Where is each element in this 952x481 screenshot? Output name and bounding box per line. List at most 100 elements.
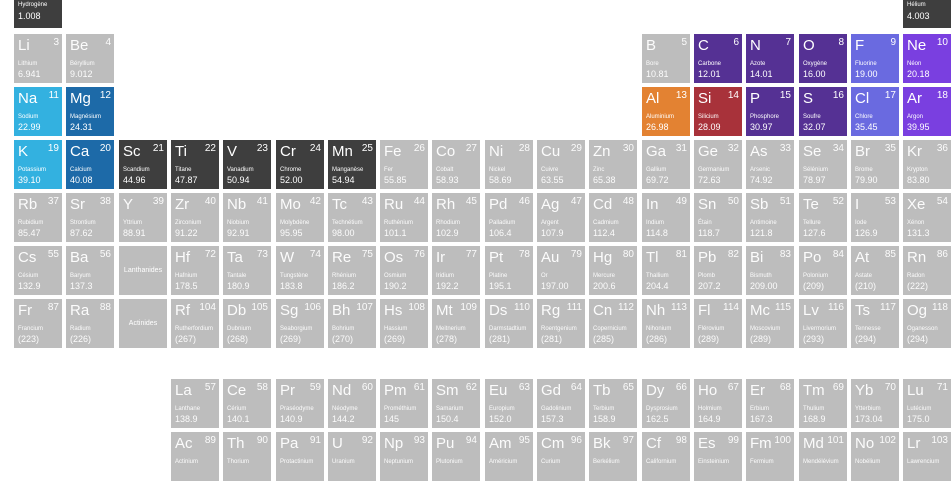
element-cell-lv[interactable]: Lv 116 Livermorium (293)	[799, 299, 847, 348]
element-cell-cu[interactable]: Cu 29 Cuivre 63.55	[537, 140, 585, 189]
element-cell-ge[interactable]: Ge 32 Germanium 72.63	[694, 140, 742, 189]
element-cell-ga[interactable]: Ga 31 Gallium 69.72	[642, 140, 690, 189]
element-cell-tl[interactable]: Tl 81 Thallium 204.4	[642, 246, 690, 295]
element-cell-bk[interactable]: Bk 97 Berkélium	[589, 432, 637, 481]
element-cell-ts[interactable]: Ts 117 Tennesse (294)	[851, 299, 899, 348]
element-cell-sn[interactable]: Sn 50 Étain 118.7	[694, 193, 742, 242]
element-cell-fe[interactable]: Fe 26 Fer 55.85	[380, 140, 428, 189]
element-cell-bi[interactable]: Bi 83 Bismuth 209.00	[746, 246, 794, 295]
element-cell-pu[interactable]: Pu 94 Plutonium	[432, 432, 480, 481]
element-cell-cs[interactable]: Cs 55 Césium 132.9	[14, 246, 62, 295]
element-cell-np[interactable]: Np 93 Neptunium	[380, 432, 428, 481]
element-cell-s[interactable]: S 16 Soufre 32.07	[799, 87, 847, 136]
element-cell-md[interactable]: Md 101 Mendélévium	[799, 432, 847, 481]
element-cell-mn[interactable]: Mn 25 Manganèse 54.94	[328, 140, 376, 189]
element-cell-se[interactable]: Se 34 Sélénium 78.97	[799, 140, 847, 189]
element-cell-li[interactable]: Li 3 Lithium 6.941	[14, 34, 62, 83]
series-placeholder-lanthanides[interactable]: Lanthanides	[119, 246, 167, 295]
element-cell-am[interactable]: Am 95 Américium	[485, 432, 533, 481]
element-cell-mc[interactable]: Mc 115 Moscovium (289)	[746, 299, 794, 348]
element-cell-fr[interactable]: Fr 87 Francium (223)	[14, 299, 62, 348]
element-cell-pd[interactable]: Pd 46 Palladium 106.4	[485, 193, 533, 242]
element-cell-cf[interactable]: Cf 98 Californium	[642, 432, 690, 481]
element-cell-cd[interactable]: Cd 48 Cadmium 112.4	[589, 193, 637, 242]
element-cell-mo[interactable]: Mo 42 Molybdène 95.95	[276, 193, 324, 242]
element-cell-pt[interactable]: Pt 78 Platine 195.1	[485, 246, 533, 295]
element-cell-og[interactable]: Og 118 Oganesson (294)	[903, 299, 951, 348]
element-cell-xe[interactable]: Xe 54 Xénon 131.3	[903, 193, 951, 242]
element-cell-p[interactable]: P 15 Phosphore 30.97	[746, 87, 794, 136]
element-cell-w[interactable]: W 74 Tungstène 183.8	[276, 246, 324, 295]
element-cell-lu[interactable]: Lu 71 Lutécium 175.0	[903, 379, 951, 428]
element-cell-ds[interactable]: Ds 110 Darmstadtium (281)	[485, 299, 533, 348]
element-cell-sr[interactable]: Sr 38 Strontium 87.62	[66, 193, 114, 242]
element-cell-sb[interactable]: Sb 51 Antimoine 121.8	[746, 193, 794, 242]
element-cell-o[interactable]: O 8 Oxygène 16.00	[799, 34, 847, 83]
element-cell-fl[interactable]: Fl 114 Flérovium (289)	[694, 299, 742, 348]
element-cell-fm[interactable]: Fm 100 Fermium	[746, 432, 794, 481]
element-cell-yb[interactable]: Yb 70 Ytterbium 173.04	[851, 379, 899, 428]
element-cell-ni[interactable]: Ni 28 Nickel 58.69	[485, 140, 533, 189]
element-cell-dy[interactable]: Dy 66 Dysprosium 162.5	[642, 379, 690, 428]
element-cell-f[interactable]: F 9 Fluorine 19.00	[851, 34, 899, 83]
element-cell-c[interactable]: C 6 Carbone 12.01	[694, 34, 742, 83]
element-cell-i[interactable]: I 53 Iode 126.9	[851, 193, 899, 242]
element-cell-eu[interactable]: Eu 63 Europium 152.0	[485, 379, 533, 428]
element-cell-ar[interactable]: Ar 18 Argon 39.95	[903, 87, 951, 136]
element-cell-er[interactable]: Er 68 Erbium 167.3	[746, 379, 794, 428]
element-cell-ta[interactable]: Ta 73 Tantale 180.9	[223, 246, 271, 295]
element-cell-sg[interactable]: Sg 106 Seaborgium (269)	[276, 299, 324, 348]
element-cell-ho[interactable]: Ho 67 Holmium 164.9	[694, 379, 742, 428]
element-cell-si[interactable]: Si 14 Silicium 28.09	[694, 87, 742, 136]
element-cell-mg[interactable]: Mg 12 Magnésium 24.31	[66, 87, 114, 136]
element-cell-at[interactable]: At 85 Astate (210)	[851, 246, 899, 295]
element-cell-tc[interactable]: Tc 43 Technétium 98.00	[328, 193, 376, 242]
element-cell-nb[interactable]: Nb 41 Niobium 92.91	[223, 193, 271, 242]
element-cell-bh[interactable]: Bh 107 Bohrium (270)	[328, 299, 376, 348]
element-cell-gd[interactable]: Gd 64 Gadolinium 157.3	[537, 379, 585, 428]
element-cell-pa[interactable]: Pa 91 Protactinium	[276, 432, 324, 481]
element-cell-rg[interactable]: Rg 111 Roentgenium (281)	[537, 299, 585, 348]
element-cell-tb[interactable]: Tb 65 Terbium 158.9	[589, 379, 637, 428]
element-cell-pr[interactable]: Pr 59 Praséodyme 140.9	[276, 379, 324, 428]
element-cell-nd[interactable]: Nd 60 Néodyme 144.2	[328, 379, 376, 428]
element-cell-db[interactable]: Db 105 Dubnium (268)	[223, 299, 271, 348]
element-cell-y[interactable]: Y 39 Yttrium 88.91	[119, 193, 167, 242]
element-cell-ce[interactable]: Ce 58 Cérium 140.1	[223, 379, 271, 428]
element-cell-sm[interactable]: Sm 62 Samarium 150.4	[432, 379, 480, 428]
element-cell-rf[interactable]: Rf 104 Rutherfordium (267)	[171, 299, 219, 348]
element-cell-la[interactable]: La 57 Lanthane 138.9	[171, 379, 219, 428]
element-cell-ti[interactable]: Ti 22 Titane 47.87	[171, 140, 219, 189]
element-cell-no[interactable]: No 102 Nobélium	[851, 432, 899, 481]
element-cell-rn[interactable]: Rn 86 Radon (222)	[903, 246, 951, 295]
element-cell-cm[interactable]: Cm 96 Curium	[537, 432, 585, 481]
element-cell-ne[interactable]: Ne 10 Néon 20.18	[903, 34, 951, 83]
element-cell-hs[interactable]: Hs 108 Hassium (269)	[380, 299, 428, 348]
element-cell-h[interactable]: Hydrogène 1.008	[14, 0, 62, 28]
element-cell-cr[interactable]: Cr 24 Chrome 52.00	[276, 140, 324, 189]
element-cell-b[interactable]: B 5 Bore 10.81	[642, 34, 690, 83]
element-cell-sc[interactable]: Sc 21 Scandium 44.96	[119, 140, 167, 189]
element-cell-ra[interactable]: Ra 88 Radium (226)	[66, 299, 114, 348]
element-cell-na[interactable]: Na 11 Sodium 22.99	[14, 87, 62, 136]
element-cell-nh[interactable]: Nh 113 Nihonium (286)	[642, 299, 690, 348]
element-cell-in[interactable]: In 49 Indium 114.8	[642, 193, 690, 242]
series-placeholder-actinides[interactable]: Actinides	[119, 299, 167, 348]
element-cell-te[interactable]: Te 52 Tellure 127.6	[799, 193, 847, 242]
element-cell-os[interactable]: Os 76 Osmium 190.2	[380, 246, 428, 295]
element-cell-po[interactable]: Po 84 Polonium (209)	[799, 246, 847, 295]
element-cell-ir[interactable]: Ir 77 Iridium 192.2	[432, 246, 480, 295]
element-cell-he[interactable]: Hélium 4.003	[903, 0, 951, 28]
element-cell-hg[interactable]: Hg 80 Mercure 200.6	[589, 246, 637, 295]
element-cell-lr[interactable]: Lr 103 Lawrencium	[903, 432, 951, 481]
element-cell-pb[interactable]: Pb 82 Plomb 207.2	[694, 246, 742, 295]
element-cell-au[interactable]: Au 79 Or 197.00	[537, 246, 585, 295]
element-cell-as[interactable]: As 33 Arsenic 74.92	[746, 140, 794, 189]
element-cell-rh[interactable]: Rh 45 Rhodium 102.9	[432, 193, 480, 242]
element-cell-tm[interactable]: Tm 69 Thulium 168.9	[799, 379, 847, 428]
element-cell-zr[interactable]: Zr 40 Zirconium 91.22	[171, 193, 219, 242]
element-cell-al[interactable]: Al 13 Aluminium 26.98	[642, 87, 690, 136]
element-cell-n[interactable]: N 7 Azote 14.01	[746, 34, 794, 83]
element-cell-ag[interactable]: Ag 47 Argent 107.9	[537, 193, 585, 242]
element-cell-u[interactable]: U 92 Uranium	[328, 432, 376, 481]
